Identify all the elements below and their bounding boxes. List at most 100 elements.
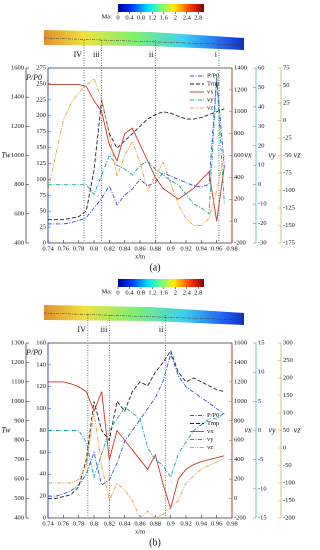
flow-field (44, 305, 244, 325)
y-tick-label: 0 (234, 218, 237, 225)
x-tick-label: 0.74 (42, 520, 54, 527)
flow-centerline (43, 312, 245, 321)
x-tick-label: 0.84 (119, 245, 131, 252)
y-tick-label: 0 (234, 495, 237, 502)
marker-label: ii (159, 325, 164, 334)
y-tick-label: 800 (14, 181, 24, 188)
y-tick-label: 0 (258, 181, 261, 188)
y-tick-label: -125 (283, 204, 295, 211)
x-tick-label: 0.94 (196, 520, 208, 527)
y-tick-label: -15 (258, 514, 267, 521)
x-tick-label: 0.92 (180, 245, 191, 252)
series-line (47, 77, 225, 226)
figure: Ma: 0 0.4 0.8 1.2 1.6 2 2.4 2.80.74 0.76 0.78 0.8 0.… (1, 4, 302, 548)
series-line (48, 412, 225, 519)
y-tick-label: 0 (283, 117, 286, 124)
y-tick-label: 1400 (234, 64, 247, 71)
y-tick-label: 600 (14, 210, 24, 217)
y-tick-label: 20 (40, 493, 47, 500)
marker-label: iii (93, 50, 100, 59)
colorbar-tick-label: 0.4 (125, 14, 134, 21)
y-tick-label: -175 (283, 239, 295, 246)
y-tick-label: 1200 (11, 123, 24, 130)
y-tick-label: 400 (234, 174, 244, 181)
marker-label: IV (77, 325, 86, 334)
colorbar-tick-label: 2.4 (183, 14, 192, 21)
y-tick-label: 150 (283, 392, 293, 399)
x-tick-label: 0.9 (167, 245, 175, 252)
y-tick-label: 1000 (234, 398, 247, 405)
y-tick-label: 900 (14, 417, 24, 424)
marker-label: i (215, 50, 218, 59)
y-tick-label: 140 (36, 361, 46, 368)
flow-field (44, 30, 244, 50)
caption: (b) (149, 537, 161, 548)
series-line (48, 77, 225, 225)
x-tick-label: 0.82 (104, 520, 115, 527)
y-tick-label: 75 (40, 192, 47, 199)
colorbar-tick-label: 2.8 (194, 14, 202, 21)
y-axis-title: vx (244, 150, 252, 159)
legend-label: vz (207, 104, 213, 111)
y-tick-label: 250 (36, 80, 46, 87)
y-tick-label: -20 (258, 220, 267, 227)
x-tick-label: 0.82 (104, 245, 115, 252)
y-tick-label: 275 (36, 64, 46, 71)
y-tick-label: 250 (283, 357, 293, 364)
plot-frame (47, 67, 233, 244)
y-tick-label: 300 (283, 339, 293, 346)
y-tick-label: -50 (283, 462, 292, 469)
legend-label: P/P0 (207, 412, 219, 419)
colorbar-tick-label: 2 (174, 289, 177, 296)
colorbar-tick-label: 0.4 (125, 289, 134, 296)
x-tick-label: 0.9 (167, 520, 175, 527)
y-tick-label: 1200 (234, 378, 247, 385)
series-line (48, 381, 225, 510)
x-tick-label: 0.98 (226, 245, 237, 252)
y-axis-title: vy (268, 150, 276, 159)
x-tick-label: 0.76 (58, 520, 70, 527)
flow-centerline (43, 37, 245, 46)
y-axis-title: vy (268, 425, 276, 434)
y-tick-label: 50 (40, 208, 47, 215)
colorbar-tick-label: 2.4 (183, 289, 192, 296)
y-tick-label: 10 (258, 369, 265, 376)
y-axis-title: vz (294, 150, 302, 159)
y-tick-label: 0 (283, 444, 286, 451)
y-tick-label: 10 (258, 162, 265, 169)
y-tick-label: 50 (258, 84, 265, 91)
y-tick-label: 25 (283, 99, 290, 106)
y-tick-label: 50 (283, 82, 290, 89)
y-tick-label: 1200 (11, 359, 24, 366)
y-tick-label: 800 (14, 437, 24, 444)
y-tick-label: 1400 (234, 359, 247, 366)
y-tick-label: -200 (234, 514, 246, 521)
y-tick-label: 200 (234, 476, 244, 483)
y-tick-label: 15 (258, 339, 265, 346)
x-tick-label: 0.88 (150, 520, 161, 527)
series-line (48, 406, 225, 479)
colorbar-tick-label: 1.6 (160, 14, 169, 21)
series-line (48, 83, 225, 222)
marker-label: iii (101, 325, 108, 334)
legend-label: vz (207, 444, 213, 451)
x-tick-label: 0.78 (73, 520, 84, 527)
y-tick-label: -10 (258, 201, 267, 208)
y-axis-title: Tw (1, 425, 11, 434)
y-tick-label: 125 (36, 160, 46, 167)
y-tick-label: -200 (234, 239, 246, 246)
y-tick-label: 1600 (234, 339, 247, 346)
x-tick-label: 0.96 (211, 520, 223, 527)
y-tick-label: 0 (258, 427, 261, 434)
y-axis-title: Tw (1, 150, 11, 159)
x-tick-label: 0.74 (42, 245, 54, 252)
y-tick-label: 1000 (234, 108, 247, 115)
y-tick-label: 400 (14, 514, 24, 521)
y-axis-title: vz (294, 425, 302, 434)
y-tick-label: -150 (283, 497, 295, 504)
y-tick-label: 40 (258, 103, 265, 110)
y-tick-label: 100 (36, 176, 46, 183)
marker-label: ii (149, 50, 154, 59)
y-tick-label: -150 (283, 222, 295, 229)
y-tick-label: 1000 (11, 398, 24, 405)
